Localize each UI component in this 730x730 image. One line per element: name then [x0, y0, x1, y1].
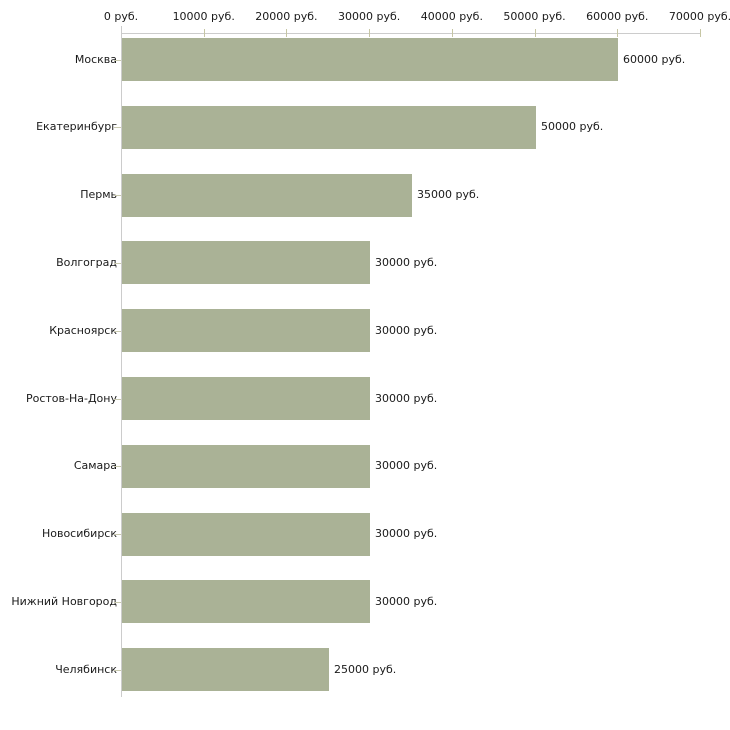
x-tick-label: 20000 руб.: [255, 10, 318, 23]
y-tick-mark: [114, 534, 121, 535]
y-tick-mark: [114, 602, 121, 603]
bar: [122, 580, 370, 623]
x-tick-mark: [452, 29, 453, 37]
value-label: 30000 руб.: [375, 256, 438, 269]
y-tick-mark: [114, 466, 121, 467]
x-tick-label: 60000 руб.: [586, 10, 649, 23]
category-label: Пермь: [80, 188, 117, 201]
category-label: Москва: [74, 53, 117, 66]
x-tick-mark: [535, 29, 536, 37]
value-label: 30000 руб.: [375, 392, 438, 405]
value-label: 30000 руб.: [375, 527, 438, 540]
category-label: Челябинск: [55, 663, 117, 676]
category-label: Волгоград: [56, 256, 117, 269]
bar: [122, 309, 370, 352]
y-tick-mark: [114, 60, 121, 61]
y-axis-line: [121, 26, 122, 697]
category-label: Самара: [73, 459, 117, 472]
category-label: Новосибирск: [41, 527, 117, 540]
x-tick-label: 50000 руб.: [503, 10, 566, 23]
y-tick-mark: [114, 331, 121, 332]
x-tick-mark: [369, 29, 370, 37]
value-label: 30000 руб.: [375, 324, 438, 337]
bar: [122, 174, 412, 217]
category-label: Красноярск: [49, 324, 117, 337]
value-label: 30000 руб.: [375, 595, 438, 608]
x-tick-label: 70000 руб.: [668, 10, 730, 23]
value-label: 30000 руб.: [375, 459, 438, 472]
value-label: 50000 руб.: [541, 120, 604, 133]
bar: [122, 445, 370, 488]
bar: [122, 513, 370, 556]
x-tick-mark: [617, 29, 618, 37]
category-label: Нижний Новгород: [11, 595, 117, 608]
x-tick-mark: [286, 29, 287, 37]
bar: [122, 648, 329, 691]
value-label: 35000 руб.: [417, 188, 480, 201]
x-axis-line: [121, 33, 701, 34]
y-tick-mark: [114, 263, 121, 264]
y-tick-mark: [114, 399, 121, 400]
x-tick-mark: [204, 29, 205, 37]
x-tick-label: 0 руб.: [103, 10, 139, 23]
bar: [122, 241, 370, 284]
y-tick-mark: [114, 127, 121, 128]
y-tick-mark: [114, 670, 121, 671]
y-tick-mark: [114, 195, 121, 196]
bar: [122, 106, 536, 149]
category-label: Ростов-На-Дону: [25, 392, 117, 405]
value-label: 25000 руб.: [334, 663, 397, 676]
x-tick-label: 10000 руб.: [172, 10, 235, 23]
bar: [122, 38, 618, 81]
bar: [122, 377, 370, 420]
value-label: 60000 руб.: [623, 53, 686, 66]
x-tick-label: 30000 руб.: [338, 10, 401, 23]
x-tick-mark: [700, 29, 701, 37]
category-label: Екатеринбург: [36, 120, 117, 133]
x-tick-label: 40000 руб.: [420, 10, 483, 23]
